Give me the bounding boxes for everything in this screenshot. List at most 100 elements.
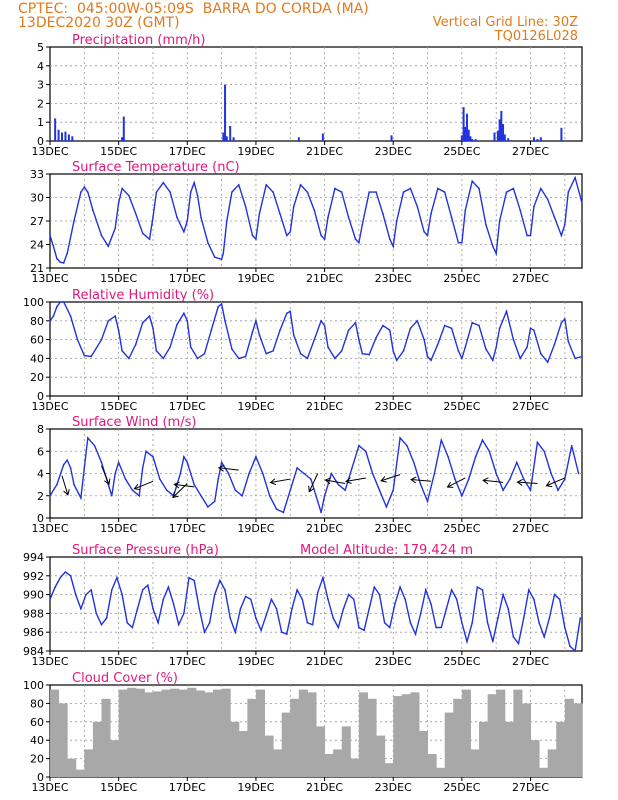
- cloud-bar: [50, 689, 60, 777]
- pressure-model-altitude: Model Altitude: 179.424 m: [300, 543, 473, 558]
- pressure-point: [291, 607, 293, 610]
- pressure-point: [90, 589, 92, 591]
- cloud-bar: [564, 698, 574, 777]
- rh-point: [76, 338, 79, 341]
- rh-point: [505, 310, 508, 313]
- cloud-bar: [161, 689, 171, 777]
- cloud-bar: [58, 703, 68, 777]
- pressure-point: [64, 571, 67, 573]
- wind-series-line: [49, 436, 580, 514]
- wind-point: [80, 497, 82, 499]
- rh-point: [135, 343, 137, 346]
- temp-title: Surface Temperature (nC): [72, 160, 240, 175]
- temp-point: [135, 212, 137, 215]
- pressure-point: [306, 622, 309, 624]
- temperature-panel: 21 24 27 30 33 13DEC 15DEC 17DEC 19DEC 21DEC 23DEC…: [30, 160, 583, 285]
- cloud-bar: [496, 689, 506, 777]
- wind-point: [502, 489, 504, 491]
- rh-point: [327, 346, 329, 348]
- temp-point: [231, 191, 233, 193]
- wind-point: [323, 494, 326, 497]
- cloud-bar: [393, 696, 403, 777]
- wind-point: [303, 472, 305, 475]
- pressure-point: [466, 640, 468, 643]
- cloud-bar: [213, 689, 223, 777]
- temp-point: [107, 245, 110, 248]
- wind-point: [131, 489, 134, 491]
- rh-xtick-label: 27DEC: [512, 400, 549, 413]
- precip-bar: [462, 107, 465, 141]
- cloud-bar: [444, 712, 454, 777]
- cloud-bar: [118, 689, 128, 777]
- temp-series-line: [49, 175, 583, 264]
- wind-point: [93, 444, 96, 447]
- precip-bar: [467, 129, 470, 141]
- rh-point: [272, 350, 274, 352]
- temp-point: [265, 184, 268, 186]
- precip-bar: [57, 129, 60, 141]
- cloud-bar: [84, 749, 94, 777]
- cloud-bar: [238, 731, 248, 777]
- precip-bar: [496, 130, 499, 141]
- precip-bar: [500, 110, 503, 141]
- rh-point: [220, 303, 223, 305]
- wind-arrow-shaft: [411, 479, 432, 482]
- pressure-point: [85, 593, 87, 596]
- wind-xtick-label: 15DEC: [100, 522, 137, 535]
- rh-point: [128, 357, 130, 360]
- temp-point: [52, 245, 55, 248]
- pressure-point: [450, 589, 453, 591]
- wind-arrow-shaft: [546, 477, 566, 487]
- pressure-point: [162, 598, 165, 601]
- cloud-bar: [436, 767, 446, 777]
- rh-point: [306, 357, 309, 360]
- temp-point: [255, 238, 257, 240]
- wind-arrow-shaft: [308, 473, 319, 492]
- temp-point: [409, 187, 412, 190]
- temp-point: [471, 180, 473, 183]
- wind-point: [56, 483, 58, 486]
- pressure-point: [219, 579, 221, 582]
- pressure-point: [316, 591, 319, 594]
- rh-point: [347, 329, 350, 332]
- wind-point: [62, 463, 65, 466]
- pressure-xtick-label: 19DEC: [237, 655, 274, 668]
- rh-xtick-label: 13DEC: [31, 400, 68, 413]
- wind-arrow-shaft: [270, 478, 291, 484]
- cloud-bar: [247, 698, 257, 777]
- wind-xtick-label: 23DEC: [375, 522, 412, 535]
- rh-point: [464, 346, 467, 348]
- rh-point: [52, 315, 55, 317]
- temp-point: [526, 234, 528, 237]
- temp-point: [200, 216, 202, 219]
- cloud-bar: [333, 749, 343, 777]
- cloud-ytick-label: 20: [30, 753, 44, 766]
- pressure-point: [342, 607, 345, 610]
- rh-point: [186, 320, 189, 322]
- rh-point: [176, 323, 178, 326]
- precip-bar: [466, 113, 469, 141]
- cloud-ytick-label: 100: [23, 679, 44, 692]
- wind-xtick-label: 17DEC: [169, 522, 206, 535]
- rh-point: [155, 350, 158, 352]
- precip-xtick-label: 13DEC: [31, 145, 68, 158]
- cloud-bar: [384, 763, 394, 777]
- cloud-bar: [221, 688, 231, 777]
- cloud-bar: [127, 687, 137, 777]
- precip-bar: [503, 134, 506, 141]
- rh-point: [224, 320, 226, 322]
- pressure-xtick-label: 27DEC: [512, 655, 549, 668]
- temp-point: [402, 191, 405, 193]
- temp-point: [86, 191, 89, 193]
- wind-title: Surface Wind (m/s): [72, 415, 196, 430]
- pressure-point: [347, 593, 350, 596]
- temp-point: [347, 216, 350, 219]
- pressure-point: [363, 629, 365, 632]
- rh-point: [334, 357, 336, 360]
- wind-point: [66, 459, 68, 461]
- temp-ytick-label: 21: [30, 262, 44, 275]
- pressure-ytick-label: 992: [23, 570, 44, 583]
- rh-point: [231, 348, 233, 350]
- cloud-bar: [401, 694, 411, 777]
- rh-point: [196, 357, 199, 360]
